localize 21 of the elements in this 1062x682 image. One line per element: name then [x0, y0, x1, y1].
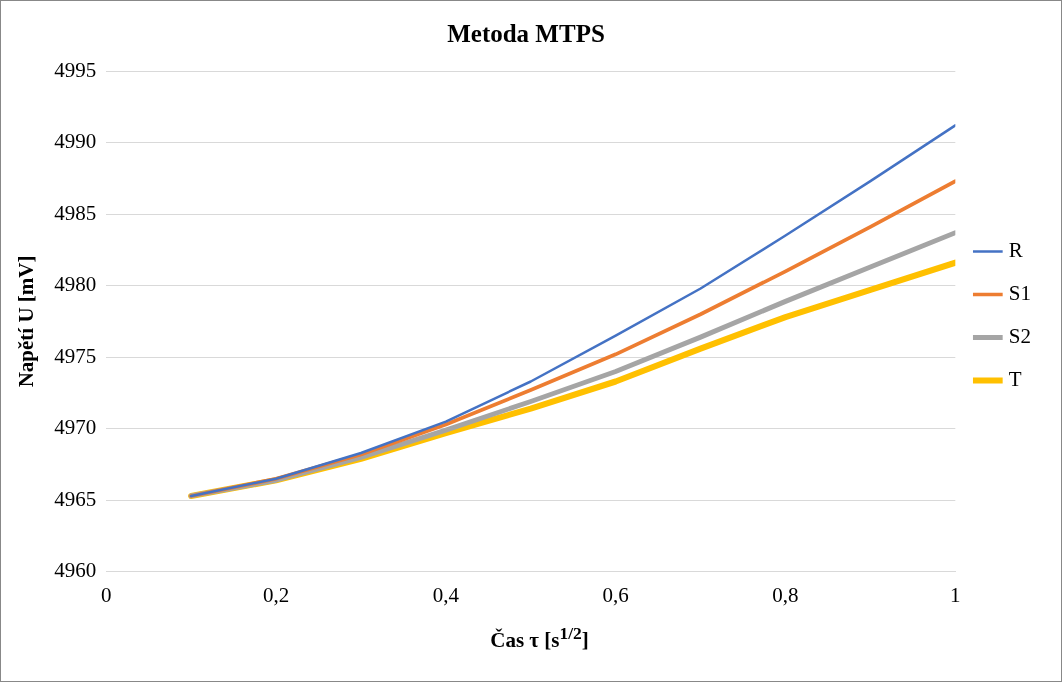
y-tick-label: 4980: [54, 272, 97, 297]
y-axis-title: Napětí U [mV]: [14, 255, 39, 388]
y-tick-label: 4995: [54, 57, 97, 82]
x-tick-label: 0,8: [772, 582, 799, 607]
y-tick-label: 4970: [54, 415, 97, 440]
y-tick-label: 4965: [54, 486, 97, 511]
x-tick-label: 0: [100, 582, 112, 607]
y-tick-label: 4960: [54, 558, 97, 583]
y-tick-label: 4990: [54, 129, 97, 154]
legend-label: S1: [1008, 281, 1032, 306]
legend-label: R: [1008, 238, 1023, 263]
x-tick-label: 1: [950, 582, 961, 607]
chart-title: Metoda MTPS: [447, 20, 605, 48]
y-tick-label: 4975: [54, 343, 97, 368]
x-tick-label: 0,6: [602, 582, 629, 607]
legend-label: T: [1008, 367, 1022, 392]
x-tick-label: 0,4: [432, 582, 460, 607]
x-axis-title: Čas τ [s$^{1/2}$]: [489, 623, 590, 653]
x-tick-label: 0,2: [262, 582, 290, 607]
y-tick-label: 4985: [54, 200, 97, 225]
legend-label: S2: [1008, 324, 1032, 349]
